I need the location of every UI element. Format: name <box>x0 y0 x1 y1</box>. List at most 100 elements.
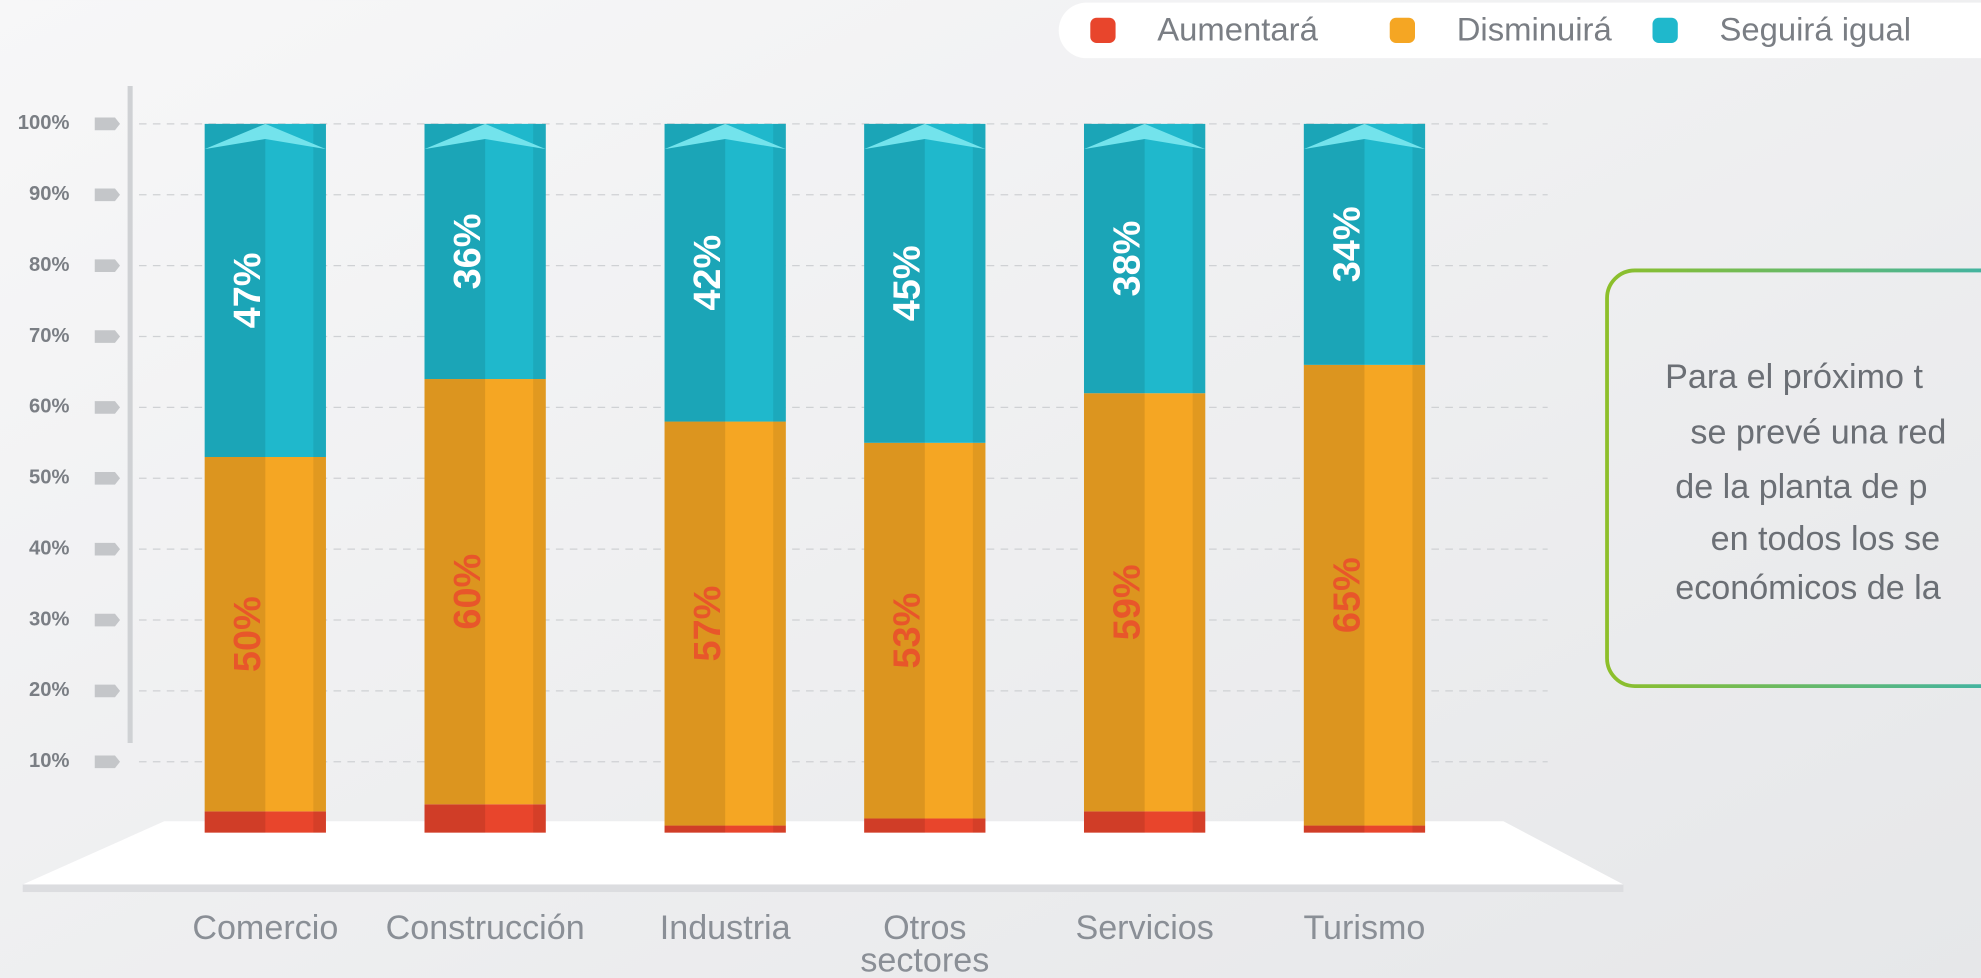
value-label: 65% <box>1326 557 1368 633</box>
bar-shade <box>864 123 925 443</box>
y-tick-label: 10% <box>29 750 69 772</box>
bar-edge <box>313 811 326 833</box>
legend-label: Aumentará <box>1157 10 1318 47</box>
bar-shade <box>424 379 486 805</box>
bar-shade <box>204 456 266 812</box>
x-label-box: Construcción <box>386 912 585 944</box>
bar-segment <box>664 825 786 833</box>
bar-cap <box>864 123 986 150</box>
bar-edge <box>313 456 326 812</box>
value-label: 53% <box>887 593 929 669</box>
bar-shade <box>664 825 726 833</box>
bar-cap <box>664 123 786 150</box>
legend-swatch <box>1090 17 1116 44</box>
bar-segment <box>204 811 326 833</box>
bar-segment <box>204 456 326 812</box>
bar-edge <box>1192 811 1206 833</box>
bar-segment <box>1303 825 1426 833</box>
y-tick-marker <box>94 259 121 272</box>
bar-edge <box>773 825 786 833</box>
y-tick-label: 20% <box>29 679 69 701</box>
bar-shade <box>424 123 486 380</box>
y-tick-marker <box>94 401 121 414</box>
bar-edge <box>972 123 986 443</box>
bar-segment <box>864 442 986 819</box>
note-line: se prevé una red <box>1690 414 1946 452</box>
y-tick-marker <box>94 755 121 769</box>
bar-edge <box>1412 123 1426 365</box>
y-tick-marker <box>94 471 121 485</box>
y-tick-label: 100% <box>18 112 70 134</box>
y-tick-marker <box>94 613 121 627</box>
y-tick-label: 80% <box>29 254 69 276</box>
y-tick-marker <box>94 188 121 202</box>
bar-shade <box>1303 364 1365 826</box>
bar-segment <box>424 379 546 805</box>
bar-segment <box>864 123 986 443</box>
value-label: 50% <box>227 596 269 672</box>
bar-segment <box>424 123 546 380</box>
y-tick-marker <box>94 330 121 343</box>
floor-edge <box>22 884 1624 893</box>
y-tick-label: 30% <box>29 608 69 630</box>
bar-shade <box>1083 811 1145 833</box>
x-label-box: Turismo <box>1303 912 1426 947</box>
bar-edge <box>1192 393 1206 812</box>
y-tick-marker <box>94 117 121 131</box>
legend-swatch <box>1389 17 1415 44</box>
bar-segment <box>1083 123 1206 394</box>
bar-edge <box>533 804 546 833</box>
note-box <box>1605 268 1981 688</box>
x-tick-label: Industria <box>659 912 791 947</box>
x-tick-label: Servicios <box>1075 912 1214 947</box>
bar-segment <box>1303 123 1426 365</box>
bar-edge <box>972 818 986 833</box>
bar-segment <box>864 818 986 833</box>
y-tick-marker <box>94 542 121 556</box>
y-tick-label: 40% <box>29 537 69 559</box>
bar-segment <box>204 123 326 457</box>
bar-cap <box>424 123 546 150</box>
bar-segment <box>1083 811 1206 833</box>
bar-segment <box>1083 393 1206 812</box>
x-tick-label: Comercio <box>192 912 339 947</box>
x-label-box: Servicios <box>1075 912 1214 947</box>
x-label-box: Comercio <box>192 912 339 947</box>
bar-edge <box>1412 364 1426 826</box>
bar-shade <box>664 421 726 826</box>
value-label: 57% <box>687 586 729 662</box>
value-label: 45% <box>887 245 929 321</box>
legend-swatch <box>1652 17 1678 44</box>
value-label: 36% <box>447 214 489 290</box>
bar-cap <box>1083 123 1206 150</box>
bar-cap <box>1303 123 1426 150</box>
value-label: 42% <box>687 235 729 311</box>
note-line: en todos los se <box>1711 520 1940 558</box>
bar-shade <box>1083 393 1145 812</box>
bar-shade <box>1083 123 1145 394</box>
bar-edge <box>533 379 546 805</box>
bar-shade <box>1303 123 1365 365</box>
floor <box>22 821 1624 885</box>
x-label-box: Otros sectores <box>860 912 989 977</box>
y-tick-marker <box>94 684 121 698</box>
bar-edge <box>773 123 786 422</box>
bar-segment <box>424 804 546 833</box>
note-line: Para el próximo t <box>1665 358 1923 396</box>
y-tick-label: 70% <box>29 325 69 347</box>
bar-edge <box>1192 123 1206 394</box>
legend-box <box>1058 2 1981 59</box>
x-label-box: Industria <box>659 912 791 947</box>
x-tick-label: Turismo <box>1303 912 1426 947</box>
value-label: 34% <box>1326 206 1368 282</box>
legend-label: Seguirá igual <box>1719 10 1911 47</box>
bar-segment <box>664 421 786 826</box>
value-label: 47% <box>227 253 269 329</box>
bar-shade <box>664 123 726 422</box>
bar-shade <box>204 811 266 833</box>
bar-cap <box>204 123 326 150</box>
bar-shade <box>1303 825 1365 833</box>
